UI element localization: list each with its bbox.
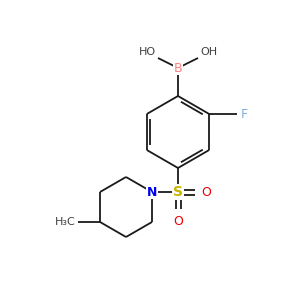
- Text: F: F: [241, 107, 248, 121]
- Text: S: S: [173, 185, 183, 199]
- Text: N: N: [147, 185, 157, 199]
- Text: OH: OH: [200, 47, 217, 57]
- Text: O: O: [201, 185, 211, 199]
- Text: HO: HO: [139, 47, 156, 57]
- Text: N: N: [147, 185, 157, 199]
- Text: H₃C: H₃C: [55, 217, 76, 227]
- Text: O: O: [173, 215, 183, 228]
- Text: B: B: [174, 61, 182, 74]
